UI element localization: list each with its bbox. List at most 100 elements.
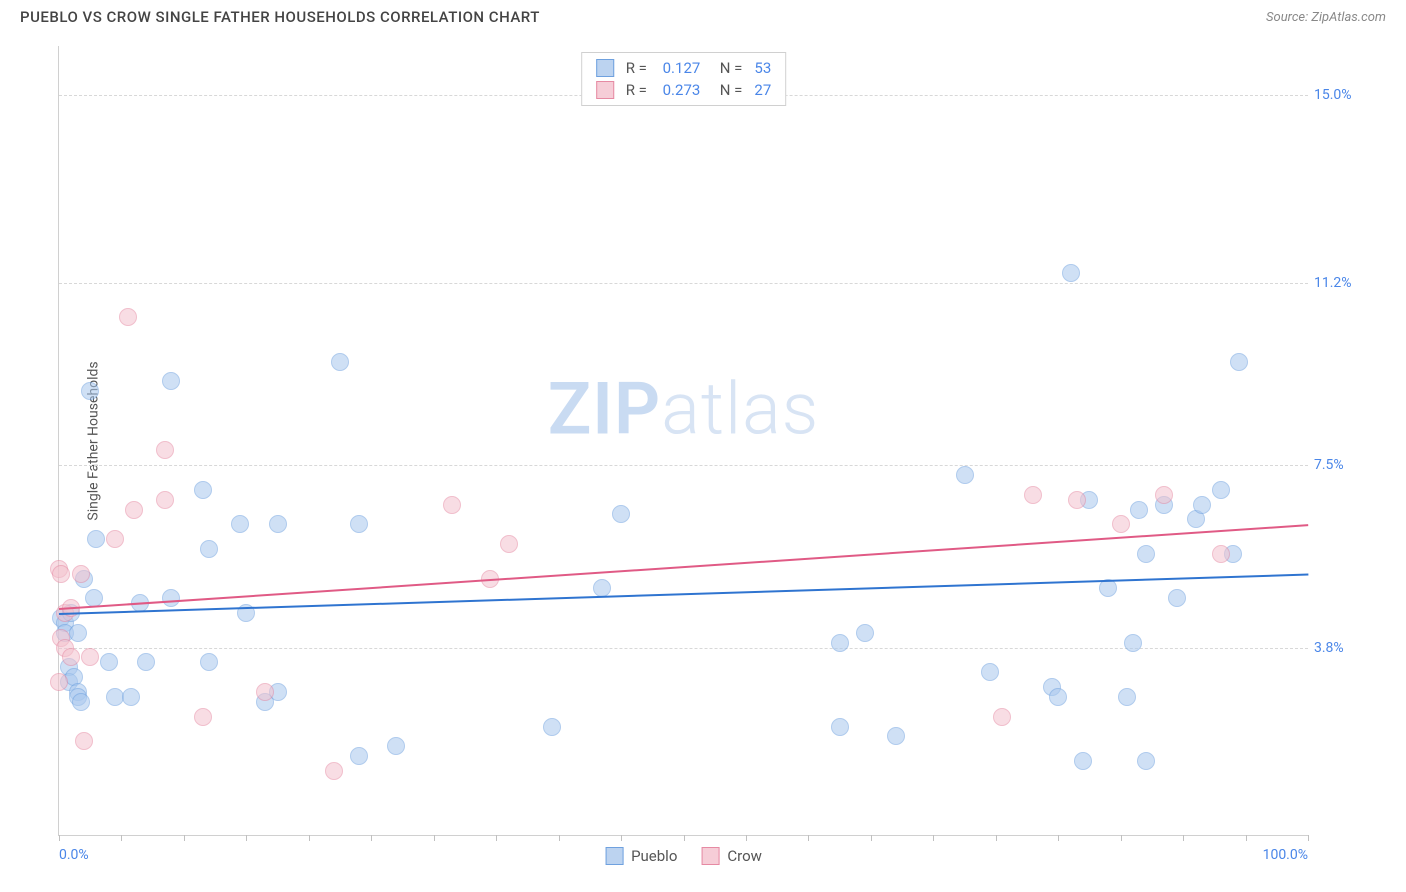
scatter-point xyxy=(162,589,180,607)
legend-r-value: 0.127 xyxy=(663,59,701,77)
legend-row: R = 0.127 N = 53 xyxy=(596,57,772,79)
scatter-point xyxy=(856,624,874,642)
y-tick-label: 3.8% xyxy=(1314,640,1394,656)
legend-r-label: R = xyxy=(626,81,651,99)
scatter-point xyxy=(194,708,212,726)
x-tick xyxy=(1308,835,1309,841)
x-tick xyxy=(996,835,997,841)
watermark-light: atlas xyxy=(661,366,819,451)
x-tick xyxy=(434,835,435,841)
x-tick-label: 0.0% xyxy=(59,847,89,863)
x-tick xyxy=(1121,835,1122,841)
scatter-point xyxy=(62,648,80,666)
header: PUEBLO VS CROW SINGLE FATHER HOUSEHOLDS … xyxy=(0,0,1406,30)
legend-swatch xyxy=(701,847,719,865)
legend-label: Crow xyxy=(727,847,762,865)
scatter-point xyxy=(122,688,140,706)
scatter-point xyxy=(1112,515,1130,533)
scatter-point xyxy=(72,693,90,711)
scatter-point xyxy=(1212,545,1230,563)
x-tick xyxy=(684,835,685,841)
x-tick xyxy=(121,835,122,841)
scatter-point xyxy=(162,372,180,390)
scatter-point xyxy=(156,491,174,509)
scatter-point xyxy=(1062,264,1080,282)
source-credit: Source: ZipAtlas.com xyxy=(1266,10,1386,25)
legend-n-value: 27 xyxy=(754,81,771,99)
scatter-point xyxy=(1068,491,1086,509)
x-tick xyxy=(1058,835,1059,841)
scatter-point xyxy=(956,466,974,484)
scatter-point xyxy=(100,653,118,671)
x-tick xyxy=(59,835,60,841)
legend-swatch xyxy=(596,81,614,99)
scatter-point xyxy=(1124,634,1142,652)
scatter-point xyxy=(325,762,343,780)
scatter-point xyxy=(500,535,518,553)
scatter-point xyxy=(1024,486,1042,504)
legend-n-value: 53 xyxy=(754,59,771,77)
x-tick xyxy=(1183,835,1184,841)
x-tick xyxy=(933,835,934,841)
x-tick xyxy=(246,835,247,841)
scatter-point xyxy=(350,747,368,765)
scatter-point xyxy=(69,624,87,642)
scatter-point xyxy=(256,683,274,701)
scatter-point xyxy=(981,663,999,681)
scatter-point xyxy=(543,718,561,736)
trend-line xyxy=(59,524,1308,610)
legend-n-label: N = xyxy=(712,59,742,77)
scatter-point xyxy=(87,530,105,548)
scatter-point xyxy=(350,515,368,533)
x-tick xyxy=(309,835,310,841)
x-tick xyxy=(496,835,497,841)
chart-title: PUEBLO VS CROW SINGLE FATHER HOUSEHOLDS … xyxy=(20,8,540,26)
scatter-point xyxy=(81,382,99,400)
x-tick xyxy=(184,835,185,841)
scatter-point xyxy=(1137,545,1155,563)
correlation-legend: R = 0.127 N = 53 R = 0.273 N =27 xyxy=(581,52,787,106)
legend-swatch xyxy=(596,59,614,77)
scatter-point xyxy=(72,565,90,583)
scatter-point xyxy=(194,481,212,499)
gridline xyxy=(59,465,1308,466)
watermark: ZIPatlas xyxy=(548,366,820,451)
scatter-point xyxy=(1168,589,1186,607)
scatter-point xyxy=(1155,486,1173,504)
scatter-point xyxy=(1074,752,1092,770)
scatter-point xyxy=(200,653,218,671)
chart-area: Single Father Households ZIPatlas 3.8%7.… xyxy=(58,46,1308,836)
scatter-point xyxy=(1137,752,1155,770)
scatter-point xyxy=(443,496,461,514)
scatter-point xyxy=(269,515,287,533)
legend-swatch xyxy=(605,847,623,865)
x-tick xyxy=(746,835,747,841)
legend-item: Crow xyxy=(701,847,762,865)
scatter-point xyxy=(50,673,68,691)
scatter-point xyxy=(81,648,99,666)
scatter-point xyxy=(887,727,905,745)
scatter-point xyxy=(612,505,630,523)
scatter-point xyxy=(200,540,218,558)
scatter-point xyxy=(831,634,849,652)
x-tick xyxy=(559,835,560,841)
x-tick xyxy=(1246,835,1247,841)
x-tick xyxy=(371,835,372,841)
scatter-point xyxy=(1049,688,1067,706)
plot-region: ZIPatlas 3.8%7.5%11.2%15.0%0.0%100.0%R =… xyxy=(58,46,1308,836)
legend-row: R = 0.273 N =27 xyxy=(596,79,772,101)
legend-label: Pueblo xyxy=(631,847,677,865)
scatter-point xyxy=(137,653,155,671)
scatter-point xyxy=(1212,481,1230,499)
scatter-point xyxy=(125,501,143,519)
scatter-point xyxy=(156,441,174,459)
legend-r-label: R = xyxy=(626,59,651,77)
scatter-point xyxy=(119,308,137,326)
legend-r-value: 0.273 xyxy=(663,81,701,99)
series-legend: Pueblo Crow xyxy=(605,847,762,865)
scatter-point xyxy=(831,718,849,736)
scatter-point xyxy=(52,565,70,583)
watermark-bold: ZIP xyxy=(548,366,661,451)
scatter-point xyxy=(993,708,1011,726)
gridline xyxy=(59,648,1308,649)
